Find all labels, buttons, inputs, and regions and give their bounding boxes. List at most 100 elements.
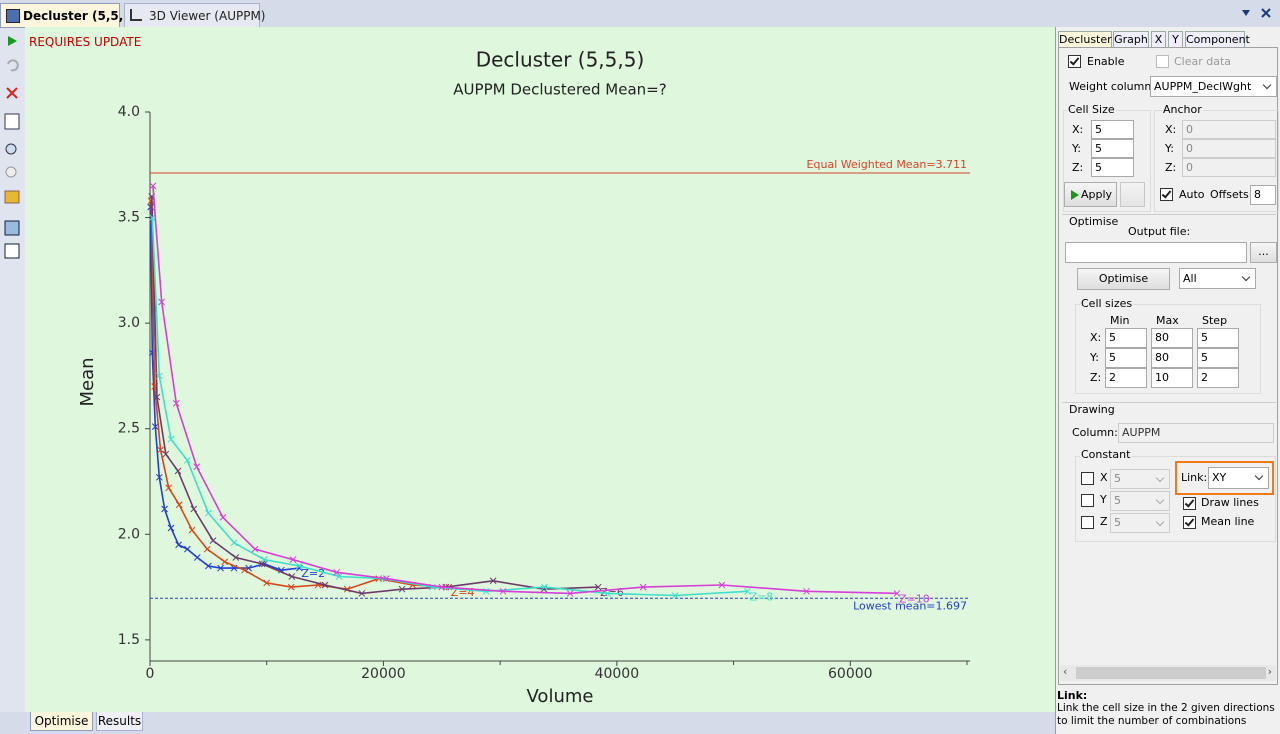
auto-label: Auto bbox=[1179, 188, 1205, 201]
panel-tab[interactable]: Component bbox=[1185, 31, 1250, 47]
point-marker bbox=[217, 564, 224, 572]
weight-column-select[interactable]: AUPPM_DeclWght bbox=[1150, 76, 1277, 97]
cell-size-range-input[interactable]: 10 bbox=[1151, 368, 1193, 388]
grid-icon[interactable] bbox=[4, 243, 20, 259]
bottom-tab-active[interactable]: Optimise bbox=[30, 712, 93, 731]
clear-data-checkbox[interactable] bbox=[1156, 55, 1169, 68]
apply-button[interactable]: Apply bbox=[1064, 182, 1117, 207]
point-marker bbox=[541, 583, 548, 591]
cell-size-range-input[interactable]: 5 bbox=[1105, 328, 1147, 348]
draw-lines-label: Draw lines bbox=[1201, 496, 1259, 509]
bottom-tab[interactable]: Results bbox=[96, 712, 143, 731]
cell-size-range-input[interactable]: 2 bbox=[1197, 368, 1239, 388]
scrollbar[interactable]: ‹ › bbox=[1060, 665, 1276, 681]
cell-size-range-input[interactable]: 80 bbox=[1151, 348, 1193, 368]
series-line bbox=[149, 206, 300, 572]
anchor-label: Z: bbox=[1165, 161, 1177, 174]
close-icon[interactable] bbox=[1261, 8, 1271, 18]
help-title: Link: bbox=[1057, 689, 1088, 702]
series-line bbox=[151, 217, 748, 597]
mean-line-checkbox[interactable] bbox=[1183, 516, 1196, 529]
optimise-mode-select[interactable]: All bbox=[1179, 268, 1256, 289]
y-tick-label: 1.5 bbox=[118, 632, 140, 648]
tab-label: 3D Viewer (AUPPM) bbox=[149, 9, 266, 23]
point-marker bbox=[161, 505, 168, 513]
frame-icon[interactable] bbox=[4, 220, 20, 236]
point-marker bbox=[382, 575, 390, 583]
tab-icon bbox=[130, 9, 142, 21]
panel-tab[interactable]: Graph bbox=[1113, 31, 1149, 47]
column-header: Min bbox=[1110, 314, 1130, 327]
point-marker bbox=[258, 560, 266, 568]
anchor-input[interactable]: 0 bbox=[1182, 158, 1276, 177]
undo-icon[interactable] bbox=[7, 59, 19, 72]
cell-size-input[interactable]: 5 bbox=[1091, 158, 1134, 177]
auto-checkbox[interactable] bbox=[1160, 188, 1173, 201]
output-file-input[interactable] bbox=[1065, 242, 1247, 263]
point-marker bbox=[893, 590, 901, 597]
constant-checkbox[interactable] bbox=[1081, 472, 1094, 485]
panel-tab[interactable]: X bbox=[1151, 31, 1166, 47]
point-marker bbox=[241, 566, 248, 574]
undo-button[interactable] bbox=[1120, 182, 1145, 207]
point-marker bbox=[183, 457, 191, 464]
tab-active[interactable]: Decluster (5,5,5) bbox=[0, 3, 137, 27]
point-marker bbox=[489, 577, 497, 585]
browse-button[interactable]: ... bbox=[1250, 242, 1277, 263]
run-icon[interactable] bbox=[8, 36, 17, 46]
cell-size-range-input[interactable]: 2 bbox=[1105, 368, 1147, 388]
point-marker bbox=[153, 393, 161, 401]
x-tick-label: 20000 bbox=[361, 666, 406, 682]
constant-select[interactable]: 5 bbox=[1110, 469, 1170, 489]
point-marker bbox=[172, 400, 180, 407]
paste-icon[interactable] bbox=[4, 190, 20, 204]
point-marker bbox=[604, 590, 611, 597]
link-highlight bbox=[1175, 461, 1274, 495]
anchor-input[interactable]: 0 bbox=[1182, 120, 1276, 139]
panel-tab[interactable]: Y bbox=[1168, 31, 1183, 47]
column-input[interactable]: AUPPM bbox=[1118, 423, 1274, 443]
cell-size-range-input[interactable]: 5 bbox=[1197, 348, 1239, 368]
x-axis-label: Volume bbox=[527, 686, 594, 707]
point-marker bbox=[230, 539, 238, 547]
point-marker bbox=[175, 501, 183, 509]
anchor-label: X: bbox=[1165, 123, 1177, 136]
optimise-button[interactable]: Optimise bbox=[1077, 268, 1170, 290]
draw-lines-checkbox[interactable] bbox=[1183, 497, 1196, 510]
cell-size-range-input[interactable]: 80 bbox=[1151, 328, 1193, 348]
status-text: REQUIRES UPDATE bbox=[29, 35, 142, 49]
scrollbar-thumb[interactable] bbox=[1076, 667, 1266, 679]
cell-size-range-input[interactable]: 5 bbox=[1105, 348, 1147, 368]
sheet-icon[interactable] bbox=[4, 113, 20, 130]
weight-column-label: Weight column: bbox=[1069, 80, 1156, 93]
zoom-out-icon[interactable] bbox=[5, 166, 17, 178]
point-marker bbox=[261, 556, 268, 563]
dropdown-icon[interactable] bbox=[1242, 10, 1250, 16]
cell-size-input[interactable]: 5 bbox=[1091, 120, 1134, 139]
constant-select[interactable]: 5 bbox=[1110, 513, 1170, 533]
anchor-input[interactable]: 0 bbox=[1182, 139, 1276, 158]
y-tick-label: 2.0 bbox=[118, 526, 140, 542]
constant-checkbox[interactable] bbox=[1081, 516, 1094, 529]
y-tick-label: 2.5 bbox=[118, 421, 140, 437]
point-marker bbox=[438, 583, 446, 591]
cell-size-range-input[interactable]: 5 bbox=[1197, 328, 1239, 348]
tab[interactable]: 3D Viewer (AUPPM) bbox=[124, 3, 265, 27]
offsets-input[interactable]: 8 bbox=[1250, 185, 1276, 205]
delete-icon[interactable] bbox=[6, 87, 18, 99]
point-marker bbox=[175, 541, 182, 549]
mean-line-label: Mean line bbox=[1201, 515, 1255, 528]
constant-checkbox[interactable] bbox=[1081, 494, 1094, 507]
point-marker bbox=[183, 545, 191, 553]
panel-tab-active[interactable]: Decluster bbox=[1058, 31, 1112, 47]
point-marker bbox=[398, 585, 406, 593]
cell-size-input[interactable]: 5 bbox=[1091, 139, 1134, 158]
constant-label: Z bbox=[1100, 515, 1108, 528]
zoom-in-icon[interactable] bbox=[5, 143, 17, 155]
point-marker bbox=[174, 467, 182, 475]
constant-select[interactable]: 5 bbox=[1110, 491, 1170, 511]
point-marker bbox=[151, 423, 159, 430]
link-select[interactable]: XY bbox=[1208, 467, 1269, 489]
toolbar-icons bbox=[4, 36, 20, 259]
enable-checkbox[interactable] bbox=[1068, 55, 1081, 68]
